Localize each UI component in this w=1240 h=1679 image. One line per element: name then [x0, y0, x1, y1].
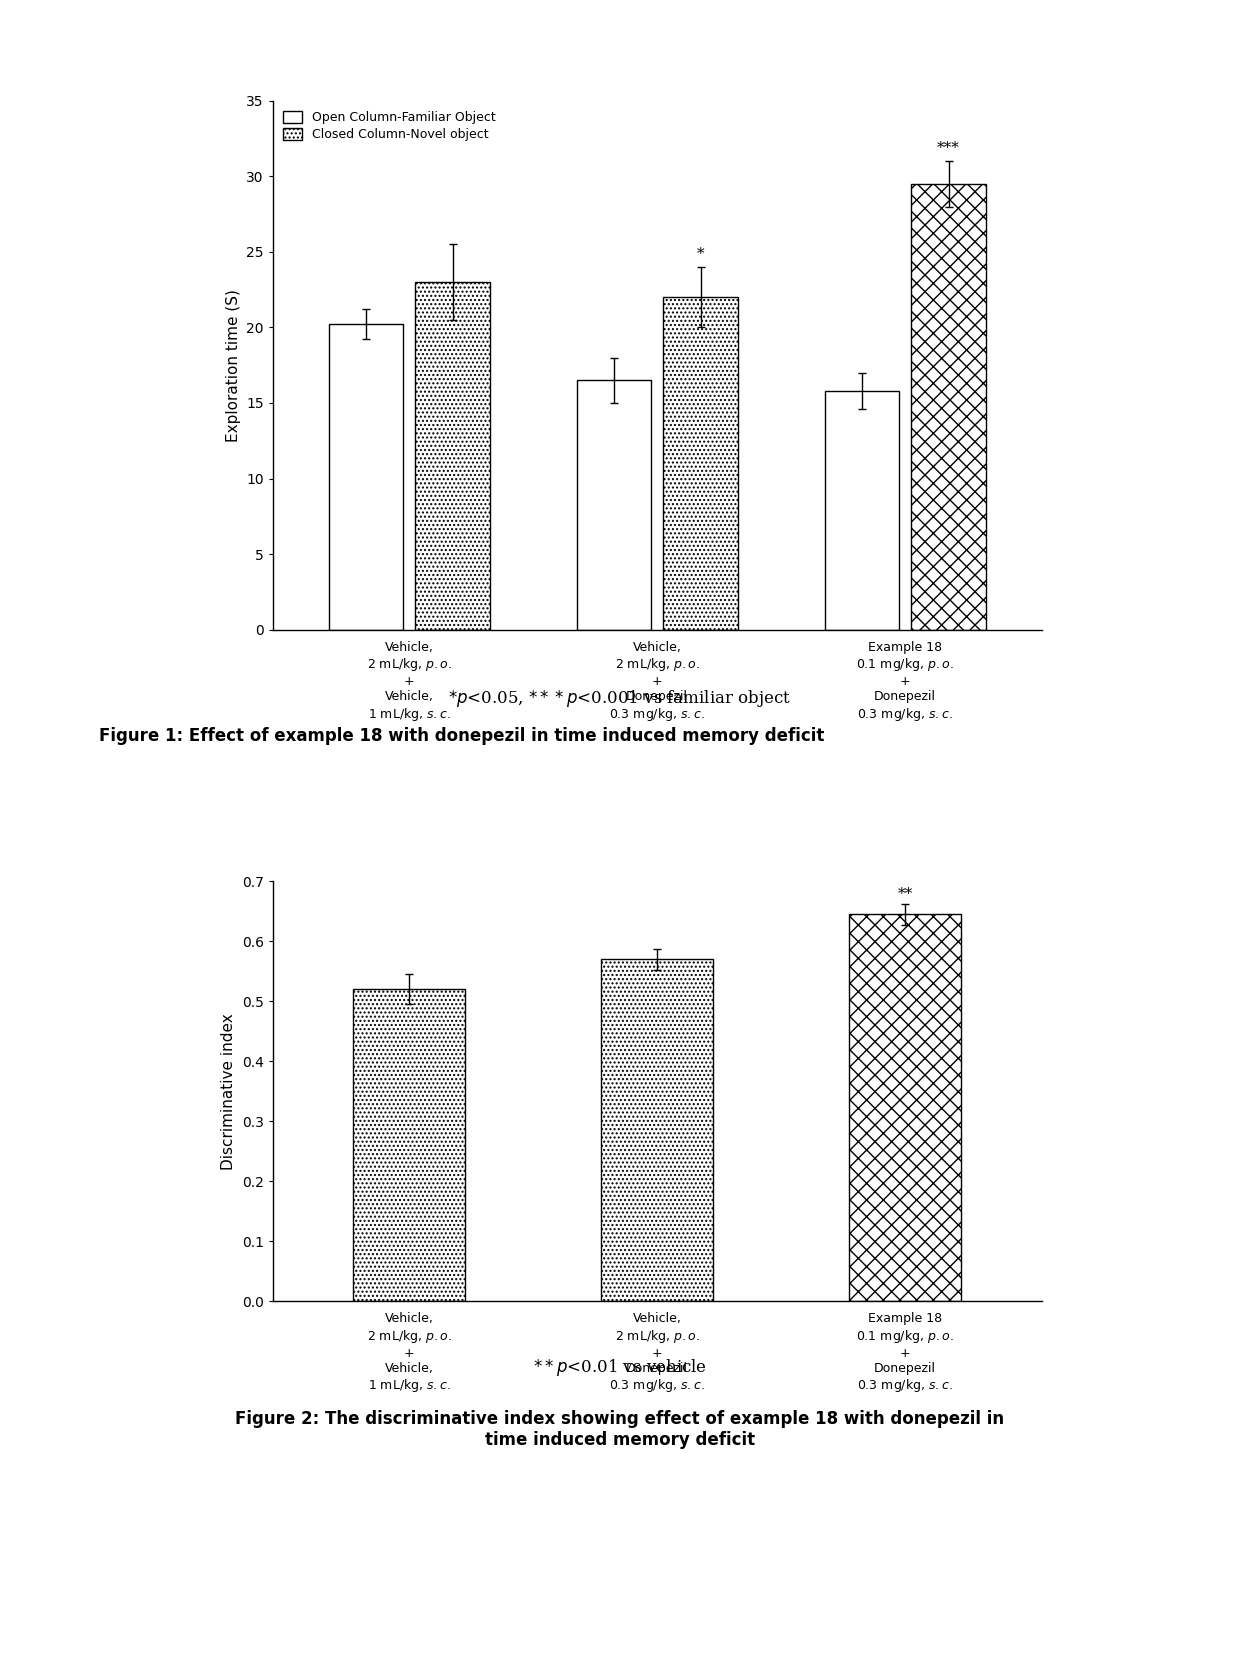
Bar	[849, 915, 961, 1301]
Text: Figure 1: Effect of example 18 with donepezil in time induced memory deficit: Figure 1: Effect of example 18 with done…	[99, 727, 825, 745]
Legend: Open Column-Familiar Object, Closed Column-Novel object: Open Column-Familiar Object, Closed Colu…	[279, 107, 498, 144]
Text: ***: ***	[937, 141, 960, 154]
Text: Vehicle,
2 mL/kg, $p.o.$
+
Vehicle,
1 mL/kg, $s.c.$: Vehicle, 2 mL/kg, $p.o.$ + Vehicle, 1 mL…	[367, 641, 451, 722]
Bar	[911, 183, 986, 630]
Bar	[329, 324, 403, 630]
Text: $**p$<0.01 vs vehicle: $**p$<0.01 vs vehicle	[533, 1357, 707, 1378]
Bar	[663, 297, 738, 630]
Bar	[577, 379, 651, 630]
Bar	[601, 959, 713, 1301]
Bar	[415, 282, 490, 630]
Text: Example 18
0.1 mg/kg, $p.o.$
+
Donepezil
0.3 mg/kg, $s.c.$: Example 18 0.1 mg/kg, $p.o.$ + Donepezil…	[857, 1313, 954, 1394]
Text: $*p$<0.05, $***p$<0.001 vs familiar object: $*p$<0.05, $***p$<0.001 vs familiar obje…	[449, 688, 791, 710]
Y-axis label: Discriminative index: Discriminative index	[221, 1012, 236, 1170]
Text: Vehicle,
2 mL/kg, $p.o.$
+
Vehicle,
1 mL/kg, $s.c.$: Vehicle, 2 mL/kg, $p.o.$ + Vehicle, 1 mL…	[367, 1313, 451, 1394]
Bar	[825, 391, 899, 630]
Text: Vehicle,
2 mL/kg, $p.o.$
+
Donepezil
0.3 mg/kg, $s.c.$: Vehicle, 2 mL/kg, $p.o.$ + Donepezil 0.3…	[609, 641, 706, 722]
Y-axis label: Exploration time (S): Exploration time (S)	[226, 289, 241, 442]
Bar	[353, 989, 465, 1301]
Text: Example 18
0.1 mg/kg, $p.o.$
+
Donepezil
0.3 mg/kg, $s.c.$: Example 18 0.1 mg/kg, $p.o.$ + Donepezil…	[857, 641, 954, 722]
Text: Vehicle,
2 mL/kg, $p.o.$
+
Donepezil
0.3 mg/kg, $s.c.$: Vehicle, 2 mL/kg, $p.o.$ + Donepezil 0.3…	[609, 1313, 706, 1394]
Text: **: **	[898, 887, 913, 900]
Text: *: *	[697, 247, 704, 260]
Text: Figure 2: The discriminative index showing effect of example 18 with donepezil i: Figure 2: The discriminative index showi…	[236, 1410, 1004, 1449]
